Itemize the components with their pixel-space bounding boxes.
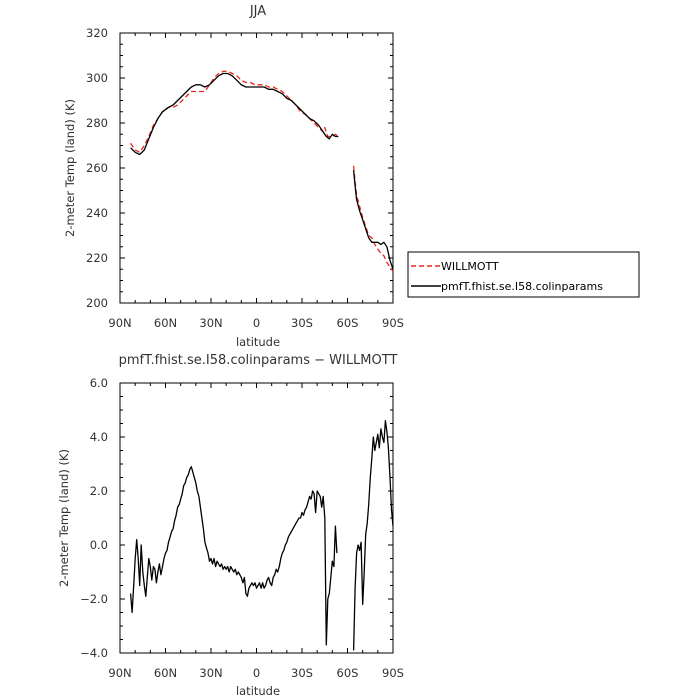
y-tick-label: −4.0 xyxy=(80,646,108,660)
y-tick-label: 300 xyxy=(86,71,108,85)
bottom-axis-ticks: 90N 60N 30N 0 30S 60S 90S −4.0 −2.0 0.0 2.0 4.0 6.0 xyxy=(80,376,404,680)
legend-label-model: pmfT.fhist.se.I58.colinparams xyxy=(441,280,603,293)
x-tick-label: 30N xyxy=(199,666,222,680)
x-tick-label: 60S xyxy=(337,316,359,330)
series-line-0-segment-1 xyxy=(352,420,394,651)
top-axes-frame xyxy=(119,32,394,304)
top-panel: JJA 90N 60N 30N 0 30S 60S 90S 200 220 240 260 280 30… xyxy=(63,4,404,349)
series-line-1-segment-0 xyxy=(130,72,339,156)
x-tick-label: 0 xyxy=(253,666,260,680)
y-tick-label: 2.0 xyxy=(90,484,108,498)
x-tick-label: 30S xyxy=(291,316,313,330)
bottom-x-axis-label: latitude xyxy=(236,684,280,698)
legend: WILLMOTT pmfT.fhist.se.I58.colinparams xyxy=(407,251,640,298)
top-axis-ticks: 90N 60N 30N 0 30S 60S 90S 200 220 240 260 280 300 320 xyxy=(86,26,404,330)
y-tick-label: 220 xyxy=(86,251,108,265)
legend-box xyxy=(407,251,640,298)
y-tick-label: 260 xyxy=(86,161,108,175)
plot-frame xyxy=(119,32,394,304)
bottom-panel: pmfT.fhist.se.I58.colinparams − WILLMOTT… xyxy=(57,353,404,698)
series-line-0-segment-0 xyxy=(129,466,338,646)
bottom-axes-frame xyxy=(119,382,394,654)
y-tick-label: 280 xyxy=(86,116,108,130)
x-tick-label: 0 xyxy=(253,316,260,330)
y-tick-label: 4.0 xyxy=(90,430,108,444)
x-tick-label: 60N xyxy=(154,666,177,680)
bottom-chart-title: pmfT.fhist.se.I58.colinparams − WILLMOTT xyxy=(119,353,398,368)
series-line-1-segment-1 xyxy=(352,170,394,270)
y-tick-label: 0.0 xyxy=(90,538,108,552)
bottom-y-axis-label: 2-meter Temp (land) (K) xyxy=(57,449,71,587)
x-tick-label: 60S xyxy=(337,666,359,680)
y-tick-label: 240 xyxy=(86,206,108,220)
top-y-axis-label: 2-meter Temp (land) (K) xyxy=(63,99,77,237)
x-tick-label: 30N xyxy=(199,316,222,330)
top-series-group xyxy=(130,70,394,272)
legend-label-willmott: WILLMOTT xyxy=(441,260,499,273)
x-tick-label: 90S xyxy=(382,316,404,330)
y-tick-label: −2.0 xyxy=(80,592,108,606)
top-chart-title: JJA xyxy=(249,4,266,19)
series-line-0-segment-1 xyxy=(352,165,394,272)
y-tick-label: 200 xyxy=(86,296,108,310)
y-tick-label: 320 xyxy=(86,26,108,40)
y-tick-label: 6.0 xyxy=(90,376,108,390)
top-x-axis-label: latitude xyxy=(236,335,280,349)
x-tick-label: 90N xyxy=(108,666,131,680)
x-tick-label: 90N xyxy=(108,316,131,330)
plot-frame xyxy=(119,382,394,654)
bottom-series-group xyxy=(129,420,394,651)
x-tick-label: 30S xyxy=(291,666,313,680)
x-tick-label: 90S xyxy=(382,666,404,680)
x-tick-label: 60N xyxy=(154,316,177,330)
